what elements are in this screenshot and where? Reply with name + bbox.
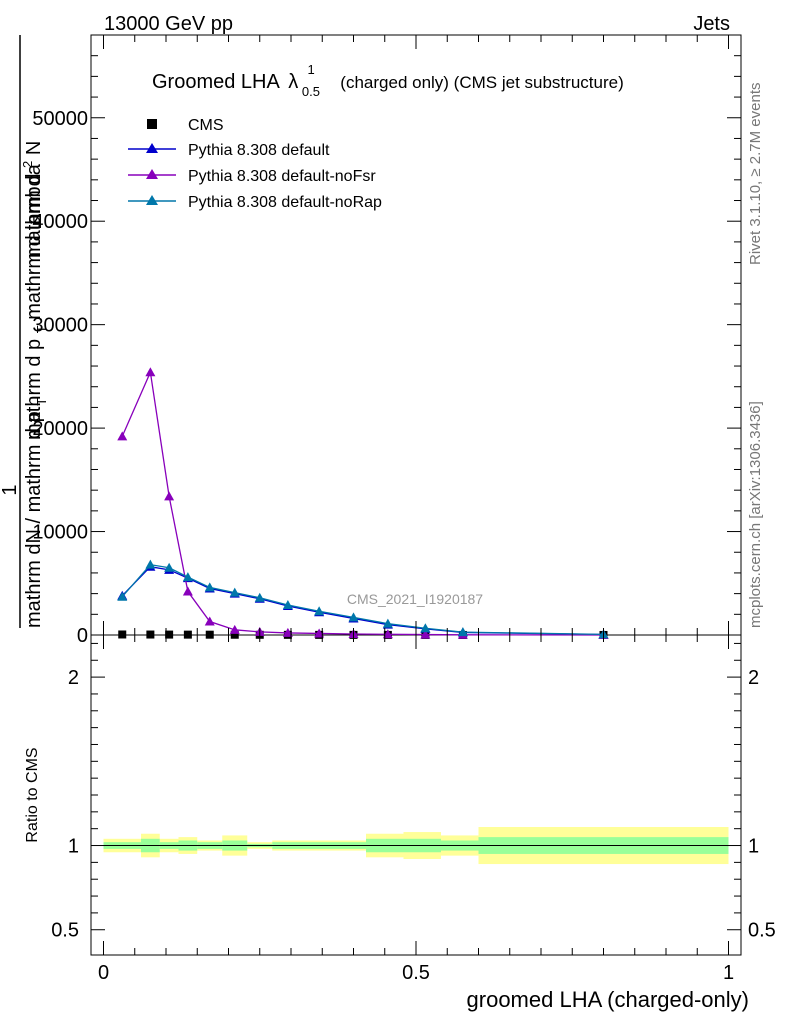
legend-marker-norap	[146, 195, 158, 205]
point-s2-0	[117, 431, 128, 441]
plot-title: Groomed LHA λ 0.5 1 (charged only) (CMS …	[152, 57, 624, 101]
ylabel-line3-sub: T	[34, 325, 49, 333]
point-s3-8	[314, 606, 325, 616]
point-s2-2	[164, 491, 175, 501]
title-sup: 1	[308, 62, 315, 77]
energy-label: 13000 GeV pp	[104, 13, 233, 35]
title-suffix: (charged only) (CMS jet substructure)	[340, 73, 623, 92]
ylabel-line4-text: mathrm d	[23, 174, 45, 258]
ratio-y-tick-label-right-1: 1	[748, 836, 759, 858]
title-main: Groomed LHA	[152, 71, 280, 93]
ratio-y-tick-label-left-0: 0.5	[51, 920, 79, 942]
point-s3-7	[282, 600, 293, 609]
point-cms-3	[183, 630, 192, 639]
ylabel-line4-sup: 2	[20, 161, 35, 168]
x-axis-label: groomed LHA (charged-only)	[467, 987, 749, 1012]
point-cms-2	[165, 630, 174, 639]
point-s3-10	[382, 618, 393, 628]
analysis-watermark: CMS_2021_I1920187	[347, 591, 483, 607]
ratio-y-tick-label-left-2: 2	[68, 667, 79, 689]
point-s3-1	[145, 559, 156, 569]
series-group	[117, 367, 609, 639]
rivet-label: Rivet 3.1.10, ≥ 2.7M events	[747, 83, 764, 266]
legend-label-norap: Pythia 8.308 default-noRap	[188, 194, 382, 211]
legend-label-cms: CMS	[188, 117, 224, 134]
legend: CMS Pythia 8.308 default Pythia 8.308 de…	[128, 117, 382, 211]
point-s2-3	[182, 586, 193, 596]
point-cms-0	[118, 630, 127, 639]
point-s3-5	[229, 587, 240, 597]
ratio-y-tick-label-right-2: 2	[748, 667, 759, 689]
title-sub: 0.5	[302, 84, 320, 99]
point-s2-4	[204, 616, 215, 626]
point-s3-6	[254, 592, 265, 602]
y-axis-label: 1 mathrm dN / mathrm d p T mathrm d p T …	[0, 35, 51, 628]
point-s2-7	[282, 627, 293, 637]
ratio-y-tick-label-left-1: 1	[68, 836, 79, 858]
ylabel-line4: mathrm d 2 N	[15, 141, 45, 258]
series-line-2	[121, 369, 604, 636]
point-s2-5	[229, 624, 240, 634]
ratio-y-tick-label-right-0: 0.5	[748, 920, 776, 942]
point-cms-5	[230, 630, 239, 639]
point-s3-0	[117, 591, 128, 601]
ylabel-line2: mathrm dN / mathrm d p T	[23, 398, 49, 628]
main-y-tick-label-1: 10000	[32, 522, 88, 544]
point-s3-11	[420, 623, 431, 633]
main-y-axis: 0 10000 20000 30000 40000 50000	[32, 55, 741, 647]
mcplots-label: mcplots.cern.ch [arXiv:1306.3436]	[747, 401, 764, 628]
point-cms-4	[205, 630, 214, 639]
main-y-tick-label-5: 50000	[32, 108, 88, 130]
x-tick-label-2: 1	[723, 962, 734, 984]
ylabel-line4-rest: N	[23, 141, 45, 155]
legend-marker-default	[146, 143, 158, 153]
point-s2-8	[314, 628, 325, 638]
x-tick-label-0: 0	[98, 962, 109, 984]
ylabel-line2-sub: T	[34, 398, 49, 406]
legend-label-nofsr: Pythia 8.308 default-noFsr	[188, 168, 376, 185]
point-cms-1	[146, 630, 155, 639]
point-s2-1	[145, 367, 156, 377]
x-tick-label-1: 0.5	[402, 962, 430, 984]
point-s2-10	[382, 629, 393, 639]
ylabel-line3-text: mathrm d p	[23, 339, 45, 440]
point-s3-9	[348, 612, 359, 622]
legend-marker-cms	[147, 119, 157, 129]
title-lambda: λ	[288, 71, 298, 93]
ylabel-line3: mathrm d p T mathrm d lambda	[23, 163, 51, 440]
legend-marker-nofsr	[146, 169, 158, 179]
legend-label-default: Pythia 8.308 default	[188, 142, 330, 159]
point-s3-12	[457, 627, 468, 637]
main-y-tick-label-2: 20000	[32, 418, 88, 440]
main-y-tick-label-4: 40000	[32, 211, 88, 233]
x-axis: 0 0.5 1	[98, 35, 734, 984]
point-s3-2	[164, 562, 175, 572]
point-s3-3	[182, 572, 193, 582]
ratio-y-axis: 0.5 0.5 1 1 2 2	[51, 642, 776, 942]
point-s2-11	[420, 629, 431, 639]
main-y-tick-label-0: 0	[77, 625, 88, 647]
ylabel-line2-text: mathrm dN / mathrm d p	[23, 411, 45, 628]
ylabel-line1: 1	[0, 484, 21, 495]
ratio-panel-frame	[90, 634, 742, 956]
main-y-tick-label-3: 30000	[32, 315, 88, 337]
ylabel-line3-rest: mathrm d lambda	[23, 163, 45, 319]
process-label: Jets	[693, 13, 730, 35]
point-s3-4	[204, 582, 215, 592]
ratio-y-label: Ratio to CMS	[24, 747, 41, 842]
